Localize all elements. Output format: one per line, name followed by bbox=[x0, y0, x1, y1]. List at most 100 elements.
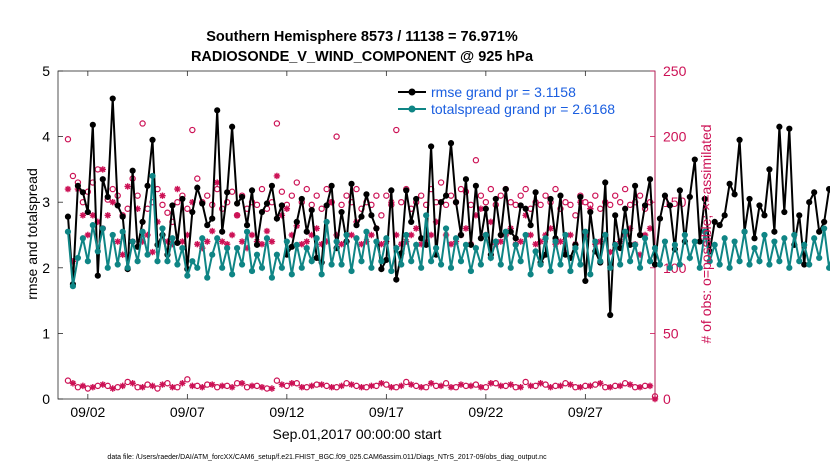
totalspread-point bbox=[602, 231, 609, 239]
possible-obs-marker bbox=[323, 382, 330, 390]
rmse-point bbox=[278, 202, 285, 209]
totalspread-point bbox=[716, 261, 723, 268]
totalspread-point bbox=[408, 258, 415, 265]
rmse-point bbox=[676, 187, 683, 194]
totalspread-point bbox=[139, 228, 146, 235]
totalspread-point bbox=[791, 231, 798, 239]
possible-obs-marker bbox=[313, 192, 320, 199]
totalspread-point bbox=[801, 241, 808, 248]
rmse-point bbox=[801, 261, 808, 268]
possible-obs-marker bbox=[323, 185, 330, 193]
assimilated-obs-marker bbox=[189, 199, 196, 206]
totalspread-point bbox=[617, 261, 624, 268]
totalspread-point bbox=[358, 258, 365, 265]
assimilated-obs-marker bbox=[258, 240, 266, 248]
rmse-point bbox=[661, 192, 669, 199]
rmse-point bbox=[373, 225, 380, 232]
assimilated-obs-marker bbox=[646, 225, 654, 232]
assimilated-obs-marker bbox=[487, 218, 495, 226]
totalspread-point bbox=[258, 264, 266, 271]
assimilated-obs-marker bbox=[646, 382, 654, 390]
rmse-point bbox=[816, 228, 823, 235]
assimilated-obs-marker bbox=[99, 381, 106, 388]
assimilated-obs-marker bbox=[358, 240, 365, 248]
assimilated-obs-marker bbox=[417, 383, 425, 391]
assimilated-obs-marker bbox=[164, 238, 171, 245]
totalspread-point bbox=[587, 271, 594, 278]
rmse-point bbox=[298, 195, 305, 203]
totalspread-point bbox=[741, 228, 748, 235]
assimilated-obs-marker bbox=[69, 258, 77, 265]
rmse-point bbox=[109, 95, 116, 102]
rmse-point bbox=[119, 213, 126, 220]
totalspread-point bbox=[612, 241, 619, 248]
rmse-point bbox=[84, 208, 91, 216]
totalspread-point bbox=[502, 228, 509, 235]
totalspread-point bbox=[343, 231, 350, 239]
totalspread-point bbox=[636, 264, 644, 271]
rmse-point bbox=[403, 187, 410, 194]
possible-obs-marker bbox=[84, 385, 92, 392]
possible-obs-marker bbox=[278, 188, 286, 195]
totalspread-point bbox=[507, 264, 514, 271]
totalspread-point bbox=[149, 172, 156, 180]
rmse-point bbox=[243, 222, 251, 229]
rmse-point bbox=[721, 212, 728, 219]
rmse-point bbox=[771, 228, 778, 235]
assimilated-obs-marker bbox=[338, 382, 345, 390]
possible-obs-marker bbox=[144, 381, 151, 388]
rmse-point bbox=[641, 202, 649, 209]
assimilated-obs-marker bbox=[179, 238, 186, 245]
x-tick-label: 09/17 bbox=[369, 404, 404, 420]
assimilated-obs-marker bbox=[537, 238, 544, 245]
possible-obs-marker bbox=[213, 383, 221, 391]
assimilated-obs-marker bbox=[308, 231, 315, 239]
totalspread-point bbox=[627, 258, 634, 265]
assimilated-obs-marker bbox=[597, 238, 604, 245]
totalspread-point bbox=[234, 245, 241, 252]
assimilated-obs-marker bbox=[368, 231, 375, 239]
possible-obs-marker bbox=[343, 380, 350, 387]
rmse-point bbox=[234, 200, 241, 207]
rmse-point bbox=[89, 121, 96, 128]
possible-obs-marker bbox=[194, 175, 201, 182]
rmse-point bbox=[482, 205, 489, 212]
possible-obs-marker bbox=[378, 212, 385, 219]
legend-rmse-marker bbox=[408, 88, 416, 96]
rmse-point bbox=[577, 193, 584, 201]
y-axis-label-right: # of obs: o=possible; ×=assimilated bbox=[698, 124, 714, 343]
rmse-point bbox=[502, 185, 509, 193]
assimilated-obs-marker bbox=[278, 212, 286, 219]
rmse-point bbox=[139, 218, 146, 225]
totalspread-point bbox=[806, 261, 813, 268]
assimilated-obs-marker bbox=[432, 218, 440, 226]
rmse-point bbox=[358, 213, 365, 220]
rmse-point bbox=[258, 208, 266, 216]
assimilated-obs-marker bbox=[398, 382, 405, 390]
assimilated-obs-marker bbox=[268, 238, 276, 245]
rmse-point bbox=[263, 200, 271, 207]
rmse-point bbox=[766, 166, 773, 173]
rmse-point bbox=[104, 193, 111, 201]
totalspread-point bbox=[328, 261, 335, 268]
rmse-point bbox=[507, 228, 514, 235]
assimilated-obs-marker bbox=[308, 382, 315, 390]
rmse-point bbox=[746, 195, 753, 203]
totalspread-point bbox=[373, 238, 380, 245]
rmse-point bbox=[268, 182, 276, 189]
assimilated-obs-marker bbox=[333, 231, 340, 239]
rmse-point bbox=[656, 215, 664, 222]
totalspread-point bbox=[557, 261, 564, 268]
totalspread-point bbox=[711, 241, 718, 248]
rmse-point bbox=[806, 199, 813, 206]
assimilated-obs-marker bbox=[223, 240, 231, 248]
possible-obs-marker bbox=[258, 185, 266, 193]
rmse-point bbox=[328, 182, 335, 189]
rmse-point bbox=[209, 215, 216, 222]
x-tick-label: 09/12 bbox=[269, 404, 304, 420]
rmse-point bbox=[363, 191, 370, 198]
assimilated-obs-marker bbox=[537, 380, 544, 387]
rmse-point bbox=[622, 205, 629, 212]
rmse-point bbox=[248, 187, 256, 194]
totalspread-point bbox=[492, 238, 499, 245]
